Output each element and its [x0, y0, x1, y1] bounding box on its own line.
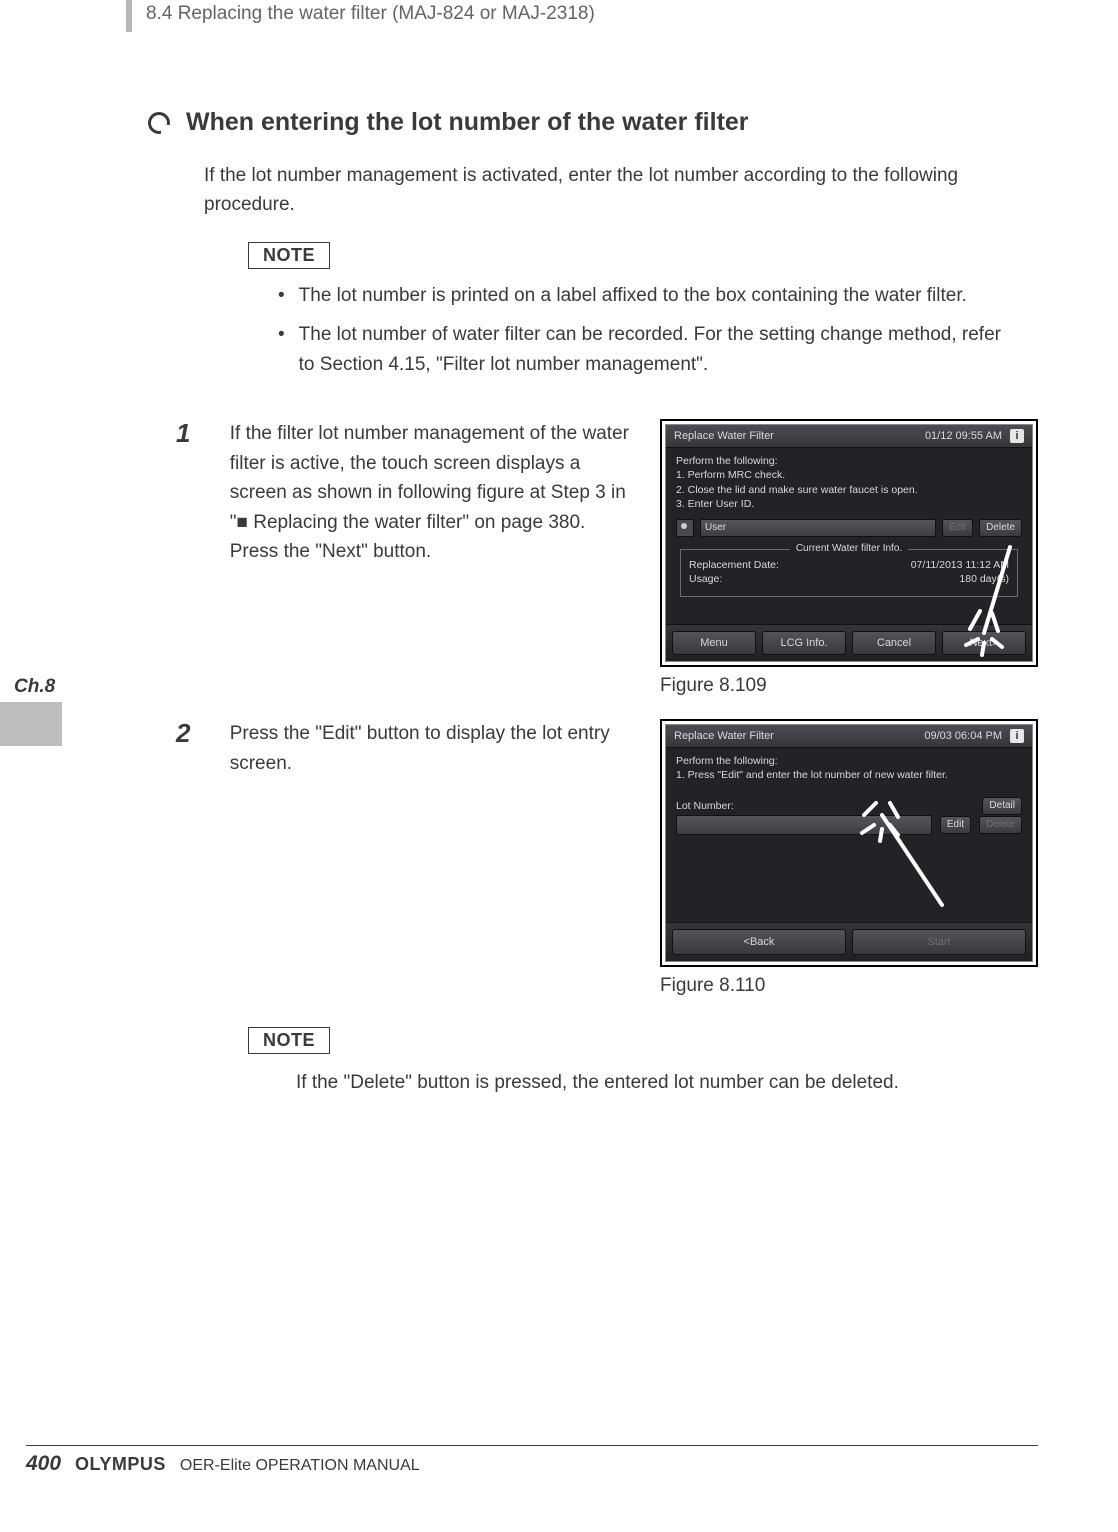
touchscreen-1: Replace Water Filter 01/12 09:55 AM i Pe… [665, 424, 1033, 662]
screen-titlebar: Replace Water Filter 09/03 06:04 PM i [666, 725, 1032, 748]
info-row: Replacement Date: 07/11/2013 11:12 AM [689, 558, 1009, 572]
start-button[interactable]: Start [852, 929, 1026, 955]
usage-value: 180 day(s) [959, 572, 1009, 586]
delete-button[interactable]: Delete [979, 816, 1022, 834]
chapter-sidebar: Ch.8 [0, 676, 62, 746]
note-item: • The lot number of water filter can be … [278, 320, 1018, 379]
brand-logo: OLYMPUS [75, 1454, 166, 1475]
screen-body: Perform the following: 1. Perform MRC ch… [666, 448, 1032, 597]
page-number: 400 [26, 1452, 61, 1476]
info-row: Usage: 180 day(s) [689, 572, 1009, 586]
lot-number-row: Edit Delete [676, 815, 1022, 835]
page-header: 8.4 Replacing the water filter (MAJ-824 … [126, 0, 1038, 36]
instructions-label: Perform the following: [676, 754, 1022, 768]
screen-title: Replace Water Filter [674, 430, 774, 442]
section-heading-text: When entering the lot number of the wate… [186, 108, 749, 137]
footer-row: 400 OLYMPUS OER-Elite OPERATION MANUAL [26, 1452, 1038, 1476]
step-text: If the filter lot number management of t… [230, 419, 636, 697]
info-icon[interactable]: i [1010, 729, 1024, 743]
header-section-title: 8.4 Replacing the water filter (MAJ-824 … [146, 3, 595, 25]
step-1: 1 If the filter lot number management of… [96, 419, 1038, 697]
fieldset-legend: Current Water filter Info. [790, 542, 908, 556]
bullet-dot-icon: • [278, 281, 285, 310]
footer-rule [26, 1445, 1038, 1446]
note-item-text: The lot number is printed on a label aff… [299, 281, 967, 310]
screen-timestamp: 01/12 09:55 AM [925, 430, 1002, 442]
figure-caption: Figure 8.109 [660, 675, 1038, 697]
section-bullet-icon [148, 112, 170, 134]
note-item: • The lot number is printed on a label a… [278, 281, 1018, 310]
step-figure: Replace Water Filter 09/03 06:04 PM i Pe… [660, 719, 1038, 997]
edit-button[interactable]: Edit [942, 519, 973, 537]
header-accent-bar [126, 0, 132, 32]
touchscreen-frame: Replace Water Filter 01/12 09:55 AM i Pe… [660, 419, 1038, 667]
user-row: User Edit Delete [676, 519, 1022, 537]
screen-bottom-bar: <Back Start [666, 922, 1032, 961]
note-label-box: NOTE [248, 1027, 330, 1054]
instruction-line: 1. Perform MRC check. [676, 468, 1022, 482]
cancel-button[interactable]: Cancel [852, 631, 936, 655]
step-2: 2 Press the "Edit" button to display the… [96, 719, 1038, 997]
bullet-dot-icon: • [278, 320, 285, 379]
edit-button[interactable]: Edit [940, 816, 971, 834]
step-text: Press the "Edit" button to display the l… [230, 719, 636, 997]
note-list: • The lot number is printed on a label a… [278, 281, 1018, 379]
back-button[interactable]: <Back [672, 929, 846, 955]
replacement-date-label: Replacement Date: [689, 558, 779, 572]
screen-bottom-bar: Menu LCG Info. Cancel Next> [666, 624, 1032, 661]
replacement-date-value: 07/11/2013 11:12 AM [911, 558, 1009, 572]
step-number: 2 [176, 719, 206, 997]
lot-number-input[interactable] [676, 815, 932, 835]
chapter-tab-block [0, 702, 62, 746]
filter-info-fieldset: Current Water filter Info. Replacement D… [680, 549, 1018, 597]
note-item-text: The lot number of water filter can be re… [299, 320, 1018, 379]
user-input[interactable]: User [700, 519, 936, 537]
touchscreen-frame: Replace Water Filter 09/03 06:04 PM i Pe… [660, 719, 1038, 967]
delete-button[interactable]: Delete [979, 519, 1022, 537]
instruction-line: 3. Enter User ID. [676, 497, 1022, 511]
menu-button[interactable]: Menu [672, 631, 756, 655]
page-footer: 400 OLYMPUS OER-Elite OPERATION MANUAL [0, 1445, 1118, 1476]
figure-caption: Figure 8.110 [660, 975, 1038, 997]
screen-title: Replace Water Filter [674, 730, 774, 742]
step-figure: Replace Water Filter 01/12 09:55 AM i Pe… [660, 419, 1038, 697]
screen-body: Perform the following: 1. Press "Edit" a… [666, 748, 1032, 835]
lot-number-label: Lot Number: [676, 799, 1022, 813]
touchscreen-2: Replace Water Filter 09/03 06:04 PM i Pe… [665, 724, 1033, 962]
chapter-label: Ch.8 [14, 676, 62, 698]
step-number: 1 [176, 419, 206, 697]
note-label-box: NOTE [248, 242, 330, 269]
usage-label: Usage: [689, 572, 722, 586]
user-icon [676, 519, 694, 537]
manual-title: OER-Elite OPERATION MANUAL [180, 1457, 420, 1475]
detail-button[interactable]: Detail [982, 797, 1022, 815]
next-button[interactable]: Next> [942, 631, 1026, 655]
section-heading: When entering the lot number of the wate… [148, 108, 1038, 137]
info-icon[interactable]: i [1010, 429, 1024, 443]
instruction-line: 1. Press "Edit" and enter the lot number… [676, 768, 996, 782]
screen-timestamp: 09/03 06:04 PM [924, 730, 1002, 742]
lcg-info-button[interactable]: LCG Info. [762, 631, 846, 655]
screen-titlebar: Replace Water Filter 01/12 09:55 AM i [666, 425, 1032, 448]
intro-paragraph: If the lot number management is activate… [204, 161, 1024, 220]
note-2-text: If the "Delete" button is pressed, the e… [296, 1068, 1038, 1097]
instruction-line: 2. Close the lid and make sure water fau… [676, 483, 1022, 497]
instructions-label: Perform the following: [676, 454, 1022, 468]
